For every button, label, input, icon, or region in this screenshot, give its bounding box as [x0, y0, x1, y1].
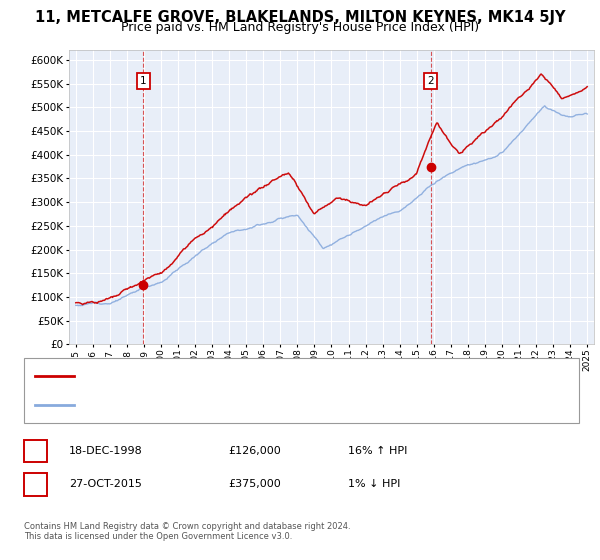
Text: Price paid vs. HM Land Registry's House Price Index (HPI): Price paid vs. HM Land Registry's House … [121, 21, 479, 34]
Text: £375,000: £375,000 [228, 479, 281, 489]
Text: 16% ↑ HPI: 16% ↑ HPI [348, 446, 407, 456]
Text: 1% ↓ HPI: 1% ↓ HPI [348, 479, 400, 489]
Text: HPI: Average price, detached house, Milton Keynes: HPI: Average price, detached house, Milt… [79, 400, 320, 409]
Text: Contains HM Land Registry data © Crown copyright and database right 2024.
This d: Contains HM Land Registry data © Crown c… [24, 522, 350, 542]
Text: 2: 2 [32, 479, 39, 489]
Text: 11, METCALFE GROVE, BLAKELANDS, MILTON KEYNES, MK14 5JY: 11, METCALFE GROVE, BLAKELANDS, MILTON K… [35, 10, 565, 25]
Text: 1: 1 [140, 76, 146, 86]
Text: 27-OCT-2015: 27-OCT-2015 [69, 479, 142, 489]
Text: 18-DEC-1998: 18-DEC-1998 [69, 446, 143, 456]
Text: 2: 2 [427, 76, 434, 86]
Text: 1: 1 [32, 446, 39, 456]
Text: £126,000: £126,000 [228, 446, 281, 456]
Text: 11, METCALFE GROVE, BLAKELANDS, MILTON KEYNES, MK14 5JY (detached house): 11, METCALFE GROVE, BLAKELANDS, MILTON K… [79, 372, 468, 381]
